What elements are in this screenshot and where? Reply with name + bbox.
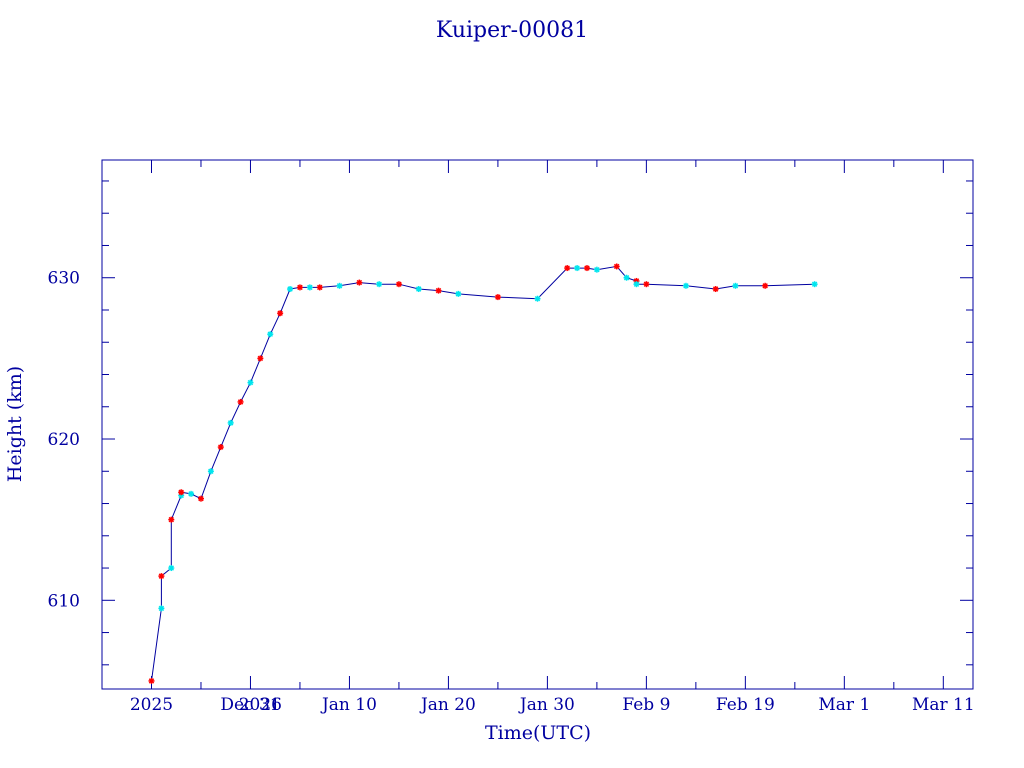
- data-point: [356, 279, 363, 286]
- x-tick-label: 2025: [130, 695, 173, 715]
- data-point: [306, 284, 313, 291]
- x-tick-label: Jan 10: [320, 695, 377, 715]
- y-tick-label: 630: [48, 269, 80, 289]
- x-axis-label: Time(UTC): [485, 722, 591, 744]
- y-tick-label: 610: [48, 591, 80, 611]
- data-point: [227, 419, 234, 426]
- x-tick-label: Feb 19: [716, 695, 775, 715]
- x-tick-label: Jan 30: [518, 695, 575, 715]
- data-point: [633, 281, 640, 288]
- data-point: [336, 282, 343, 289]
- data-point: [415, 286, 422, 293]
- data-point: [583, 265, 590, 272]
- series-markers: [148, 263, 818, 684]
- y-axis: 610 620 630: [48, 180, 973, 666]
- data-point: [623, 274, 630, 281]
- y-tick-label: 620: [48, 430, 80, 450]
- x-tick-label: Feb 9: [622, 695, 670, 715]
- data-point: [168, 516, 175, 523]
- x-tick-label: Dec 31: [220, 695, 280, 715]
- data-point: [613, 263, 620, 270]
- data-point: [217, 444, 224, 451]
- data-point: [247, 379, 254, 386]
- data-point: [376, 281, 383, 288]
- data-point: [267, 331, 274, 338]
- chart-title: Kuiper-00081: [436, 18, 588, 43]
- data-point: [287, 286, 294, 293]
- data-point: [237, 398, 244, 405]
- data-point: [158, 605, 165, 612]
- data-point: [574, 265, 581, 272]
- series-line: [151, 265, 815, 681]
- y-axis-label: Height (km): [4, 366, 26, 482]
- data-point: [197, 495, 204, 502]
- data-point: [534, 295, 541, 302]
- data-point: [168, 565, 175, 572]
- data-point: [296, 284, 303, 291]
- data-point: [316, 284, 323, 291]
- data-point: [178, 489, 185, 496]
- data-point: [682, 282, 689, 289]
- data-point: [257, 355, 264, 362]
- data-point: [564, 265, 571, 272]
- data-point: [207, 468, 214, 475]
- x-tick-label: 2026: [239, 695, 282, 715]
- data-point: [732, 282, 739, 289]
- data-point: [811, 281, 818, 288]
- x-tick-label: Mar 1: [818, 695, 870, 715]
- data-point: [494, 294, 501, 301]
- data-point: [643, 281, 650, 288]
- data-point: [158, 573, 165, 580]
- data-point: [712, 286, 719, 293]
- data-point: [455, 290, 462, 297]
- data-point: [395, 281, 402, 288]
- data-point: [277, 310, 284, 317]
- data-point: [188, 490, 195, 497]
- data-point: [593, 266, 600, 273]
- x-tick-label: Mar 11: [912, 695, 975, 715]
- data-point: [762, 282, 769, 289]
- x-tick-label: Jan 20: [419, 695, 476, 715]
- plot-frame: [101, 159, 974, 690]
- data-point: [435, 287, 442, 294]
- data-point: [148, 677, 155, 684]
